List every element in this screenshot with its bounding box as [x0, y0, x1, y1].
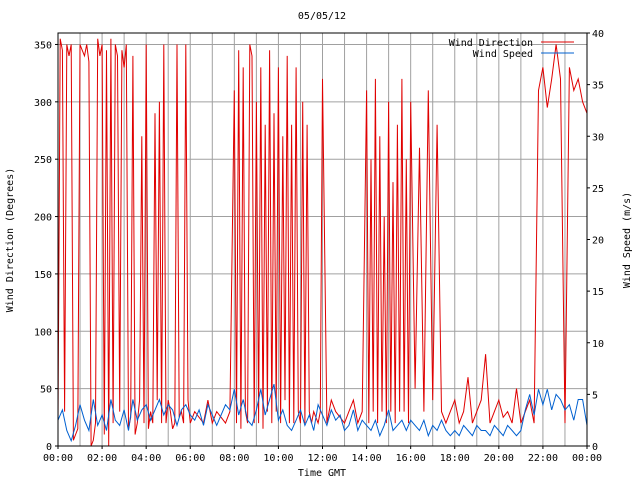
x-tick-label: 00:00: [43, 453, 73, 464]
x-tick-label: 04:00: [131, 453, 161, 464]
y-left-tick-label: 50: [40, 385, 52, 396]
y-left-tick-label: 150: [34, 270, 52, 281]
y-right-tick-label: 0: [592, 442, 598, 453]
y-left-tick-label: 250: [34, 155, 52, 166]
x-tick-label: 20:00: [484, 453, 514, 464]
x-tick-label: 02:00: [87, 453, 117, 464]
y-left-tick-label: 0: [46, 442, 52, 453]
y-axis-right-label: Wind Speed (m/s): [622, 192, 633, 288]
x-tick-label: 14:00: [352, 453, 382, 464]
x-tick-label: 22:00: [528, 453, 558, 464]
x-axis-label: Time GMT: [298, 468, 346, 479]
series-line-wind-direction: [57, 38, 588, 447]
y-right-tick-label: 15: [592, 287, 604, 298]
x-tick-label: 06:00: [175, 453, 205, 464]
legend-label-speed: Wind Speed: [473, 49, 533, 60]
x-tick-label: 12:00: [307, 453, 337, 464]
y-right-tick-label: 20: [592, 236, 604, 247]
y-right-tick-label: 35: [592, 81, 604, 92]
y-right-tick-label: 30: [592, 132, 604, 143]
x-tick-label: 18:00: [440, 453, 470, 464]
y-left-tick-label: 100: [34, 327, 52, 338]
x-tick-label: 16:00: [396, 453, 426, 464]
y-left-tick-label: 200: [34, 213, 52, 224]
y-right-tick-label: 10: [592, 339, 604, 350]
y-right-tick-label: 25: [592, 184, 604, 195]
legend-label-direction: Wind Direction: [449, 38, 533, 49]
series-line-wind-speed: [57, 383, 588, 443]
x-tick-label: 08:00: [219, 453, 249, 464]
x-tick-label: 10:00: [263, 453, 293, 464]
legend: Wind Direction Wind Speed: [449, 38, 574, 60]
y-left-tick-label: 300: [34, 98, 52, 109]
y-right-tick-label: 5: [592, 390, 598, 401]
y-left-tick-label: 350: [34, 40, 52, 51]
axis-ticks: 00:00 02:00 04:00 06:00 08:00 10:00 12:00 14:00…: [34, 29, 604, 464]
y-axis-left-label: Wind Direction (Degrees): [5, 168, 16, 313]
x-tick-label: 00:00: [572, 453, 602, 464]
y-right-tick-label: 40: [592, 29, 604, 40]
chart-title: 05/05/12: [298, 11, 346, 22]
series-layer: [57, 38, 588, 447]
